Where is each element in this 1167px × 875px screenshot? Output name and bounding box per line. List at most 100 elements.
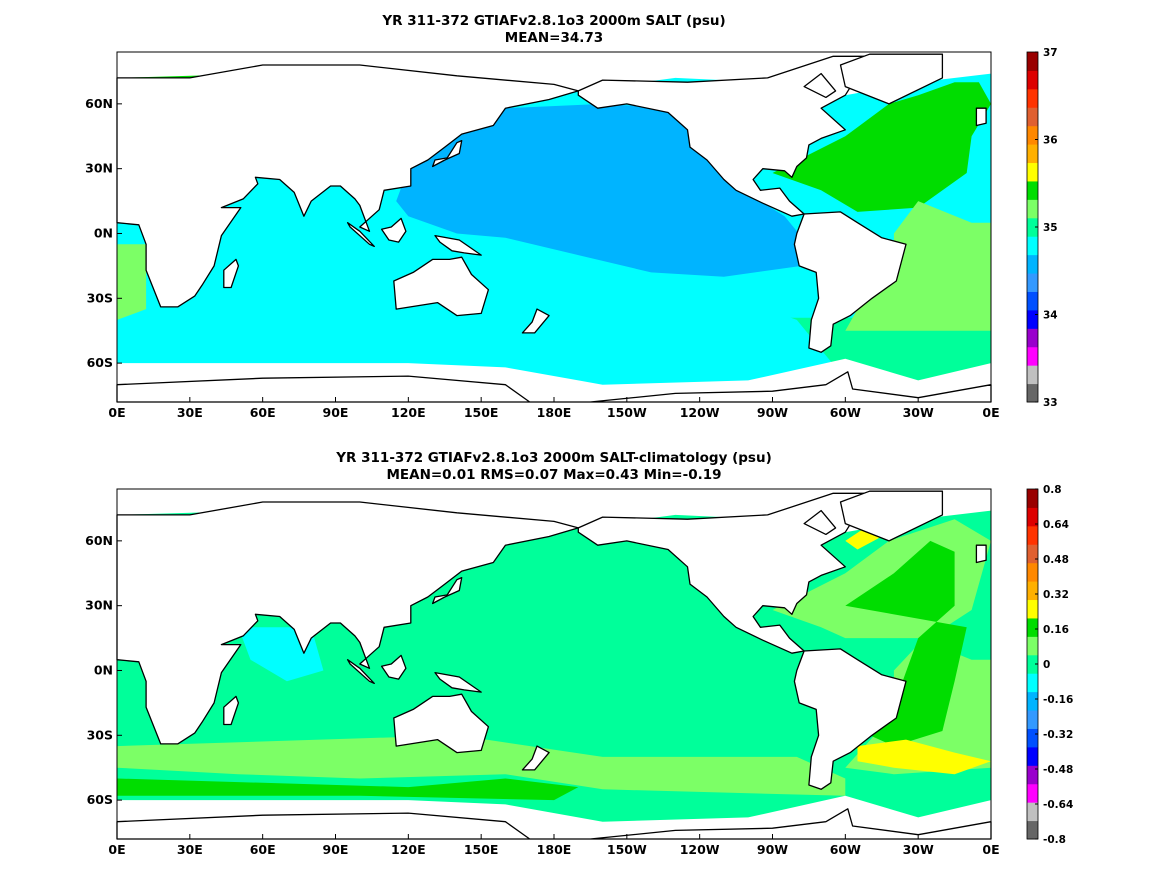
colorbar-tick-label: 0.64 (1043, 519, 1069, 531)
continent-new-guinea (434, 234, 482, 256)
colorbar-tick-label: 0.32 (1043, 589, 1069, 601)
colorbar-swatch (1027, 802, 1038, 822)
continent-eurasia-africa (116, 501, 579, 745)
map-title: YR 311-372 GTIAFv2.8.1o3 2000m SALT (psu… (117, 13, 991, 47)
salinity-map: 0E 30E 60E 90E 120E 150E 180E 150W 120W 90W 60W 30W… (85, 47, 1058, 420)
continent-british-isles (975, 107, 987, 127)
colorbar-swatch (1027, 636, 1038, 656)
colorbar-swatch (1027, 746, 1038, 766)
field-brazil-basin-positive (857, 739, 991, 775)
x-tick-label: 30W (903, 842, 934, 857)
y-tick-label: 60N (85, 533, 113, 548)
colorbar-swatch (1027, 383, 1038, 403)
x-tick-label: 30E (177, 842, 203, 857)
y-tick-label: 30N (85, 161, 113, 176)
y-tick-label: 0N (94, 225, 113, 240)
x-tick-label: 0E (108, 405, 125, 420)
x-tick-label: 90W (757, 405, 788, 420)
polar-mask-0 (117, 489, 991, 533)
continent-new-guinea (434, 671, 482, 693)
x-tick-label: 120E (391, 405, 426, 420)
colorbar-swatch (1027, 180, 1038, 200)
colorbar-tick-label: 34 (1043, 310, 1058, 322)
map-title-line1: YR 311-372 GTIAFv2.8.1o3 2000m SALT-clim… (336, 450, 772, 466)
x-tick-label: 60E (250, 405, 276, 420)
continent-australia (393, 256, 490, 317)
continent-madagascar (223, 258, 240, 289)
salinity-map-panel: YR 311-372 GTIAFv2.8.1o3 2000m SALT (psu… (0, 0, 1167, 437)
y-tick-label: 60S (87, 355, 113, 370)
x-tick-label: 0E (108, 842, 125, 857)
colorbar-swatch (1027, 162, 1038, 182)
x-tick-label: 120W (680, 405, 720, 420)
continent-australia (393, 693, 490, 754)
continent-japan (431, 139, 463, 168)
x-tick-label: 180E (537, 842, 572, 857)
x-tick-label: 150E (464, 842, 499, 857)
colorbar-swatch (1027, 254, 1038, 274)
continent-greenland (839, 490, 944, 542)
continent-british-isles (975, 544, 987, 564)
x-tick-label: 90E (323, 405, 349, 420)
colorbar-tick-label: 35 (1043, 222, 1058, 234)
x-tick-label: 30W (903, 405, 934, 420)
continent-baffin-island (803, 72, 837, 99)
colorbar-swatch (1027, 107, 1038, 127)
colorbar-tick-label: -0.48 (1043, 764, 1073, 776)
colorbar-swatch (1027, 328, 1038, 348)
continent-south-america (793, 648, 907, 790)
x-tick-label: 60W (830, 842, 861, 857)
colorbar-swatch (1027, 309, 1038, 329)
colorbar-swatch (1027, 88, 1038, 108)
colorbar-swatch (1027, 273, 1038, 292)
map-title-line2: MEAN=0.01 RMS=0.07 Max=0.43 Min=-0.19 (386, 467, 722, 483)
colorbar-tick-label: 0.48 (1043, 554, 1069, 566)
y-tick-label: 60N (85, 96, 113, 111)
x-tick-label: 150W (607, 405, 647, 420)
continent-borneo (380, 217, 407, 243)
continent-sumatra (346, 222, 375, 248)
colorbar-tick-label: -0.64 (1043, 799, 1073, 811)
colorbar-swatch (1027, 199, 1038, 219)
continent-borneo (380, 654, 407, 680)
field-southern-anomaly-band (117, 735, 846, 796)
colorbar-tick-label: 0 (1043, 659, 1050, 671)
y-tick-label: 30S (87, 727, 113, 742)
colorbar-swatch (1027, 765, 1038, 785)
map-title: YR 311-372 GTIAFv2.8.1o3 2000m SALT-clim… (117, 450, 991, 484)
colorbar-swatch (1027, 144, 1038, 164)
y-tick-label: 30N (85, 598, 113, 613)
polar-mask-0 (117, 52, 991, 96)
x-tick-label: 60E (250, 842, 276, 857)
map-title-line2: MEAN=34.73 (504, 30, 604, 46)
colorbar-swatch (1027, 52, 1038, 71)
colorbar-tick-label: 33 (1043, 397, 1058, 409)
field-atlantic-strong-anomaly (845, 540, 967, 747)
colorbar-swatch (1027, 599, 1038, 619)
colorbar-swatch (1027, 70, 1038, 90)
continent-madagascar (223, 695, 240, 726)
colorbar-swatch (1027, 291, 1038, 311)
x-tick-label: 90W (757, 842, 788, 857)
field-atlantic-north (772, 82, 991, 212)
x-tick-label: 150E (464, 405, 499, 420)
colorbar-swatch (1027, 710, 1038, 729)
colorbar-tick-label: -0.8 (1043, 834, 1066, 846)
colorbar-swatch (1027, 507, 1038, 527)
anomaly-map-panel: YR 311-372 GTIAFv2.8.1o3 2000m SALT-clim… (0, 437, 1167, 875)
continent-eurasia-africa (116, 64, 579, 308)
x-tick-label: 180E (537, 405, 572, 420)
colorbar-tick-label: 37 (1043, 47, 1058, 59)
x-tick-label: 30E (177, 405, 203, 420)
x-tick-label: 150W (607, 842, 647, 857)
x-tick-label: 0E (982, 405, 999, 420)
colorbar-swatch (1027, 691, 1038, 711)
colorbar-tick-label: -0.16 (1043, 694, 1073, 706)
continent-new-zealand (521, 745, 550, 771)
x-tick-label: 60W (830, 405, 861, 420)
x-tick-label: 0E (982, 842, 999, 857)
x-tick-label: 120E (391, 842, 426, 857)
continent-new-zealand (521, 308, 550, 334)
colorbar-swatch (1027, 562, 1038, 582)
continent-greenland (839, 53, 944, 105)
